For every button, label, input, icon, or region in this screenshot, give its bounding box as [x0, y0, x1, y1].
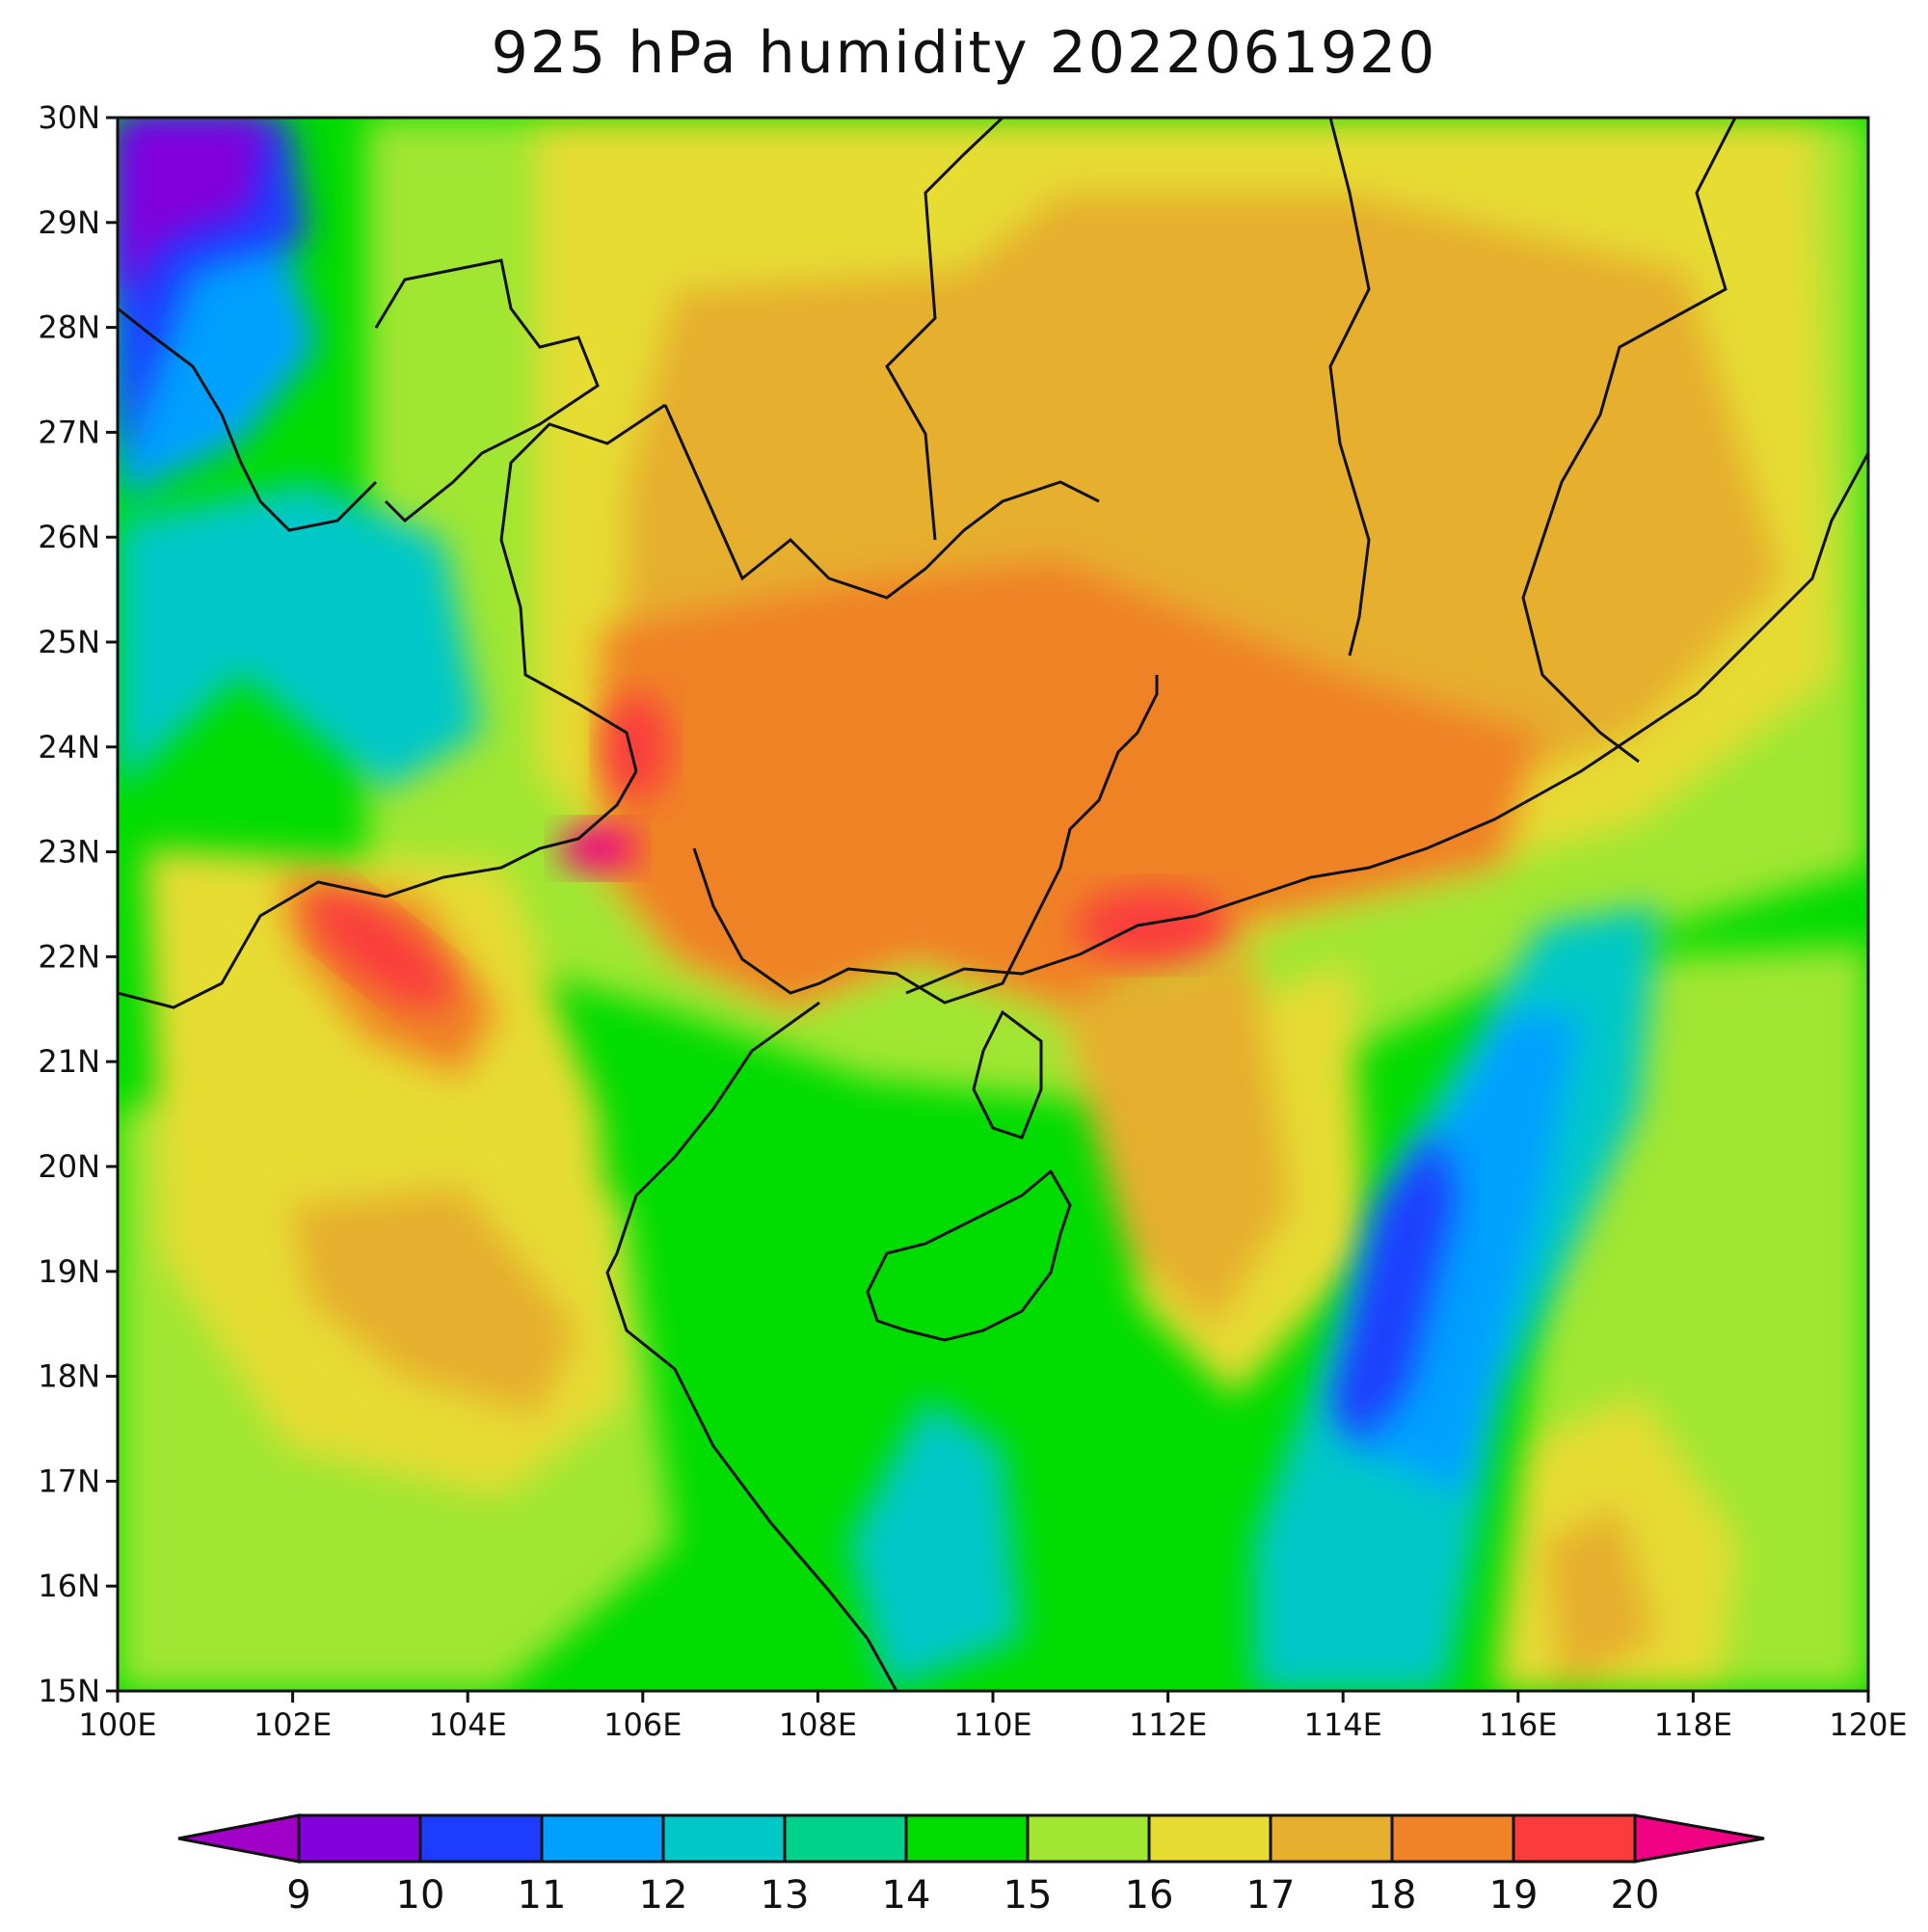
border-hunan-jiangxi [1328, 118, 1371, 657]
colorbar-box [540, 1813, 665, 1864]
border-guizhou-hunan [885, 118, 1004, 541]
colorbar-box [1026, 1813, 1151, 1864]
border-south-coast [905, 452, 1868, 995]
y-tick-label: 28N [38, 309, 100, 346]
field-max-19-west [308, 890, 453, 1009]
border-hainan [866, 1168, 1072, 1342]
colorbar-label: 9 [286, 1873, 310, 1918]
colorbar-box [297, 1813, 422, 1864]
field-band-10-scs [1330, 1128, 1456, 1446]
y-tick-label: 26N [38, 519, 100, 555]
colorbar-label: 10 [396, 1873, 445, 1918]
field-max-19-guangdong [1075, 889, 1229, 962]
border-jiangxi-fujian [1521, 118, 1737, 764]
y-axis: 30N 29N 28N 27N 26N 25N 24N 23N 22N 21N 20N 19N 18N 1… [38, 99, 118, 1709]
colorbar-box [1269, 1813, 1394, 1864]
y-tick-label: 19N [38, 1253, 100, 1290]
x-tick-label: 104E [429, 1706, 507, 1743]
y-tick-label: 15N [38, 1673, 100, 1709]
border-guangxi-west [499, 403, 666, 772]
colorbar-box [1512, 1813, 1637, 1864]
y-tick-label: 24N [38, 729, 100, 765]
x-tick-label: 112E [1129, 1706, 1207, 1743]
colorbar-extend-high [1633, 1813, 1765, 1864]
colorbar-box [904, 1813, 1030, 1864]
colorbar-label: 12 [639, 1873, 688, 1918]
humidity-field [118, 118, 1868, 1691]
y-tick-label: 20N [38, 1148, 100, 1185]
border-vietnam-china [118, 770, 638, 1009]
x-tick-label: 106E [603, 1706, 682, 1743]
field-band-18-southseaband [1060, 945, 1292, 1330]
colorbar-box [418, 1813, 544, 1864]
y-tick-label: 18N [38, 1358, 100, 1395]
colorbar-extend-low [177, 1813, 301, 1864]
field-band-13-gulf [848, 1398, 1022, 1691]
colorbar-label: 13 [761, 1873, 810, 1918]
border-sichuan-guizhou [374, 258, 600, 523]
y-tick-label: 23N [38, 834, 100, 871]
border-guangxi-north [663, 404, 1100, 600]
y-tick-label: 29N [38, 204, 100, 241]
y-tick-label: 17N [38, 1462, 100, 1499]
x-tick-label: 102E [254, 1706, 332, 1743]
border-vietnam-coast [605, 1001, 898, 1691]
y-tick-label: 21N [38, 1043, 100, 1080]
colorbar: 9 10 11 12 13 14 15 16 17 18 19 20 [177, 1813, 1765, 1918]
x-tick-label: 108E [779, 1706, 857, 1743]
province-boundaries [118, 118, 1868, 1691]
field-band-18-vietnam [289, 1186, 578, 1417]
colorbar-box [1390, 1813, 1515, 1864]
x-tick-label: 120E [1829, 1706, 1907, 1743]
border-leizhou [972, 1009, 1043, 1140]
field-max-20 [559, 824, 636, 872]
colorbar-label: 11 [518, 1873, 567, 1918]
y-tick-label: 30N [38, 99, 100, 136]
x-tick-label: 116E [1479, 1706, 1557, 1743]
colorbar-label: 18 [1368, 1873, 1417, 1918]
x-tick-label: 118E [1654, 1706, 1732, 1743]
x-tick-label: 100E [78, 1706, 156, 1743]
colorbar-label: 14 [882, 1873, 931, 1918]
border-guangxi-guangdong [692, 675, 1159, 1005]
field-band-13-west [118, 482, 482, 791]
colorbar-box [1147, 1813, 1272, 1864]
colorbar-label: 19 [1489, 1873, 1539, 1918]
colorbar-box [661, 1813, 787, 1864]
map-title: 925 hPa humidity 2022061920 [491, 19, 1437, 87]
colorbar-label: 15 [1004, 1873, 1053, 1918]
field-band-19-guangxi [598, 559, 1542, 1012]
y-tick-label: 22N [38, 938, 100, 975]
field-band-18-hainan [1542, 1504, 1658, 1691]
colorbar-box [783, 1813, 908, 1864]
x-axis: 100E 102E 104E 106E 108E 110E 112E 114E 116E 118E… [78, 1691, 1908, 1743]
field-band-9-nw [118, 118, 270, 309]
border-yunnan-sichuan [118, 307, 378, 532]
colorbar-label: 16 [1125, 1873, 1174, 1918]
colorbar-label: 17 [1246, 1873, 1296, 1918]
x-tick-label: 114E [1304, 1706, 1382, 1743]
y-tick-label: 16N [38, 1568, 100, 1604]
y-tick-label: 25N [38, 624, 100, 660]
x-tick-label: 110E [953, 1706, 1031, 1743]
y-tick-label: 27N [38, 414, 100, 450]
field-max-19-yunnan [602, 694, 670, 800]
colorbar-label: 20 [1611, 1873, 1660, 1918]
